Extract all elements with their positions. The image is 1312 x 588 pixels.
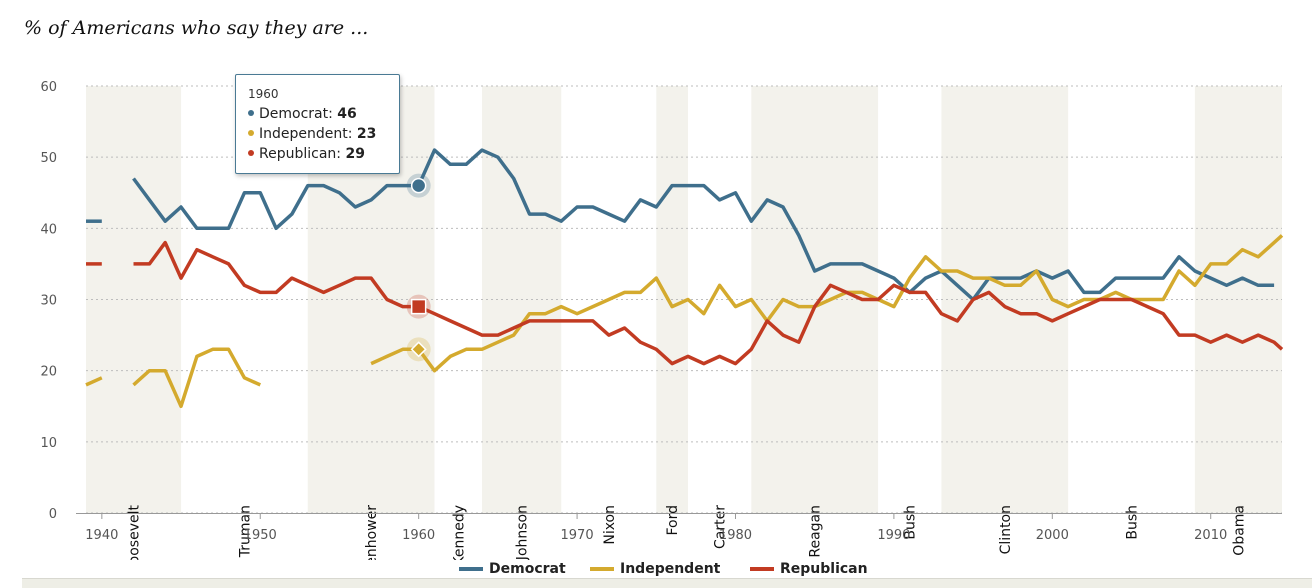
tooltip-value: 29 [345,146,365,162]
independent-line [370,234,1284,373]
x-tick-label: 1990 [877,528,910,543]
y-tick-label: 40 [40,222,57,237]
independent-line [85,376,103,387]
presidency-label: Eisenhower [364,505,380,560]
series-lines[interactable] [85,148,1284,409]
presidency-label: Truman [237,505,253,558]
presidency-label: Clinton [998,505,1014,554]
tooltip-value: 23 [356,126,377,142]
x-tick-label: 1970 [561,528,594,543]
presidency-label: Roosevelt [127,504,143,560]
x-tick-label: 1980 [719,528,752,543]
footer-bar [22,578,1312,588]
axes: 0 10 20 30 40 50 60 1940 1950 1960 1970 1980 1990 200… [40,80,1282,543]
line-chart: Roosevelt Truman Eisenhower Kennedy Johnson N… [40,80,1284,560]
y-tick-label: 0 [49,507,57,522]
tooltip-label: Republican: [259,146,342,162]
x-tick-label: 1940 [85,528,118,543]
presidency-label: Obama [1231,505,1247,556]
independent-swatch-icon [590,567,614,571]
legend-item-democrat[interactable]: Democrat [459,561,566,577]
tooltip-label: Democrat: [259,106,333,122]
y-tick-label: 10 [40,436,57,451]
tooltip-year: 1960 [248,87,279,101]
x-tick-label: 1950 [244,528,277,543]
legend-label: Independent [620,561,721,577]
tooltip-label: Independent: [259,126,353,142]
presidency-label: Reagan [808,505,824,558]
legend: Democrat Independent Republican [0,561,1312,577]
legend-item-independent[interactable]: Independent [590,561,720,577]
y-tick-label: 20 [40,365,57,380]
presidency-band [941,86,1069,513]
x-tick-label: 1960 [402,528,435,543]
republican-swatch-icon [750,567,774,571]
presidency-label: Kennedy [451,505,467,560]
tooltip-row-republican: Republican: 29 [248,144,399,164]
democrat-swatch-icon [459,567,483,571]
independent-line [132,347,262,409]
x-tick-label: 2010 [1194,528,1227,543]
tooltip-value: 46 [337,106,357,122]
democrat-marker [410,177,427,194]
presidency-label: Carter [713,505,729,549]
republican-marker [410,298,427,315]
highlight-markers[interactable] [406,173,431,362]
tooltip-row-democrat: Democrat: 46 [248,104,399,124]
legend-label: Democrat [489,561,566,577]
presidency-label: Ford [665,505,681,536]
legend-label: Republican [780,561,868,577]
independent-dot-icon [248,130,254,136]
democrat-line [132,148,1275,302]
y-tick-label: 30 [40,294,57,309]
x-tick-label: 2000 [1036,528,1069,543]
republican-line [133,240,1284,366]
legend-item-republican[interactable]: Republican [750,561,868,577]
y-tick-label: 50 [40,151,57,166]
democrat-dot-icon [248,110,254,116]
presidency-label: Bush [1125,505,1141,540]
y-tick-label: 60 [40,80,57,95]
chart-title: % of Americans who say they are ... [24,17,369,39]
presidency-label: Nixon [602,505,618,545]
republican-dot-icon [248,150,254,156]
tooltip-row-independent: Independent: 23 [248,124,399,144]
tooltip: 1960 Democrat: 46 Independent: 23 Republ… [235,74,400,174]
independent-marker [410,341,427,358]
presidency-label: Johnson [515,505,531,560]
